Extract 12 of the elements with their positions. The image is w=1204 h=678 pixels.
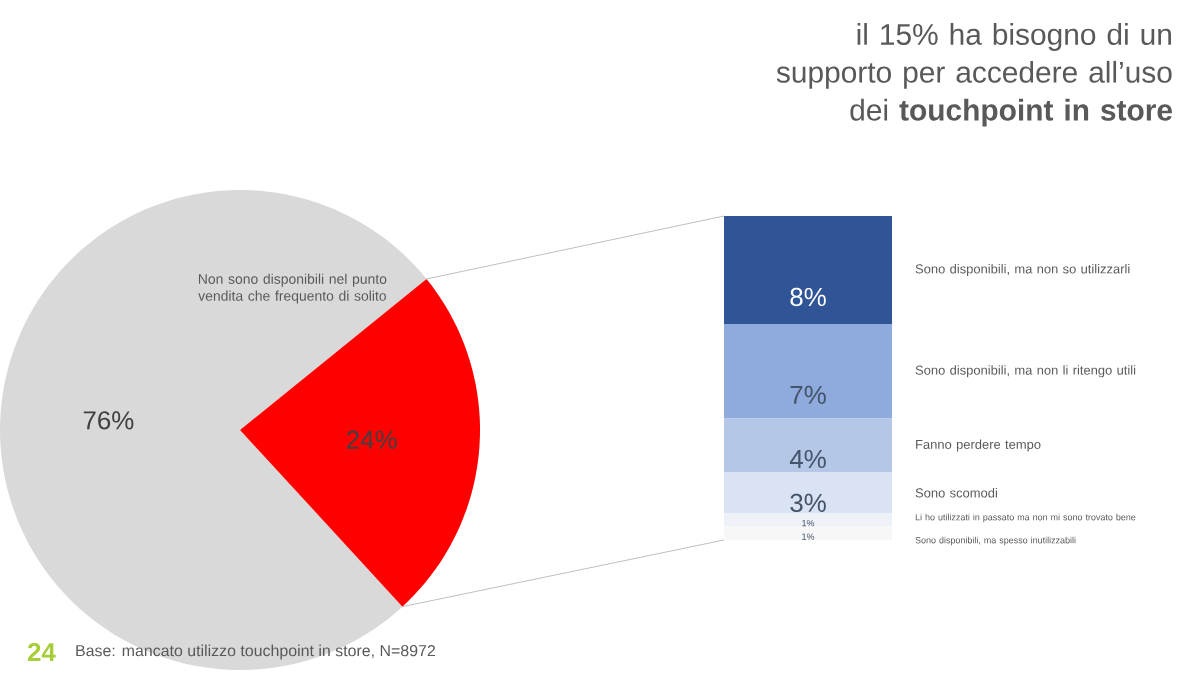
bar <box>724 216 893 324</box>
data-label: 8% <box>790 287 826 307</box>
data-label: 76% <box>83 411 134 430</box>
bar <box>724 418 893 473</box>
bar <box>724 324 893 419</box>
data-label: 24% <box>347 430 397 449</box>
data-label: 7% <box>790 385 826 404</box>
data-label: 3% <box>790 493 826 513</box>
text: il 15% ha bisogno di un supporto per accedere all’uso dei touchpoint in store <box>776 23 1172 127</box>
bar <box>724 472 893 513</box>
data-label: 4% <box>789 449 826 469</box>
text: 24 <box>27 642 56 662</box>
